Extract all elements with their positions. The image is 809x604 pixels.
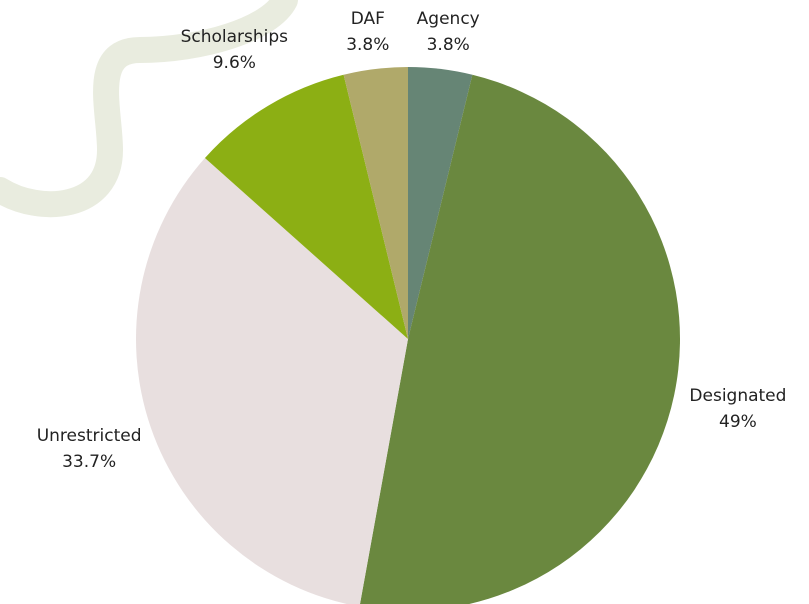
slice-value-label: 9.6% [213,53,256,73]
pie [136,67,680,604]
slice-label: Agency [417,9,480,29]
slice-label: Designated [689,386,786,406]
page: {"chart_data": {"type": "pie", "categori… [0,0,809,604]
slice-value-label: 3.8% [427,35,470,55]
slice-value-label: 3.8% [346,35,389,55]
slice-value-label: 49% [719,412,757,432]
slice-label: DAF [351,9,385,29]
chart: Agency 3.8% Designated 49% Unrestricted 33.7%… [0,0,809,604]
slice-value-label: 33.7% [62,452,116,472]
slice-label: Scholarships [181,27,289,47]
slice-label: Unrestricted [37,426,142,446]
